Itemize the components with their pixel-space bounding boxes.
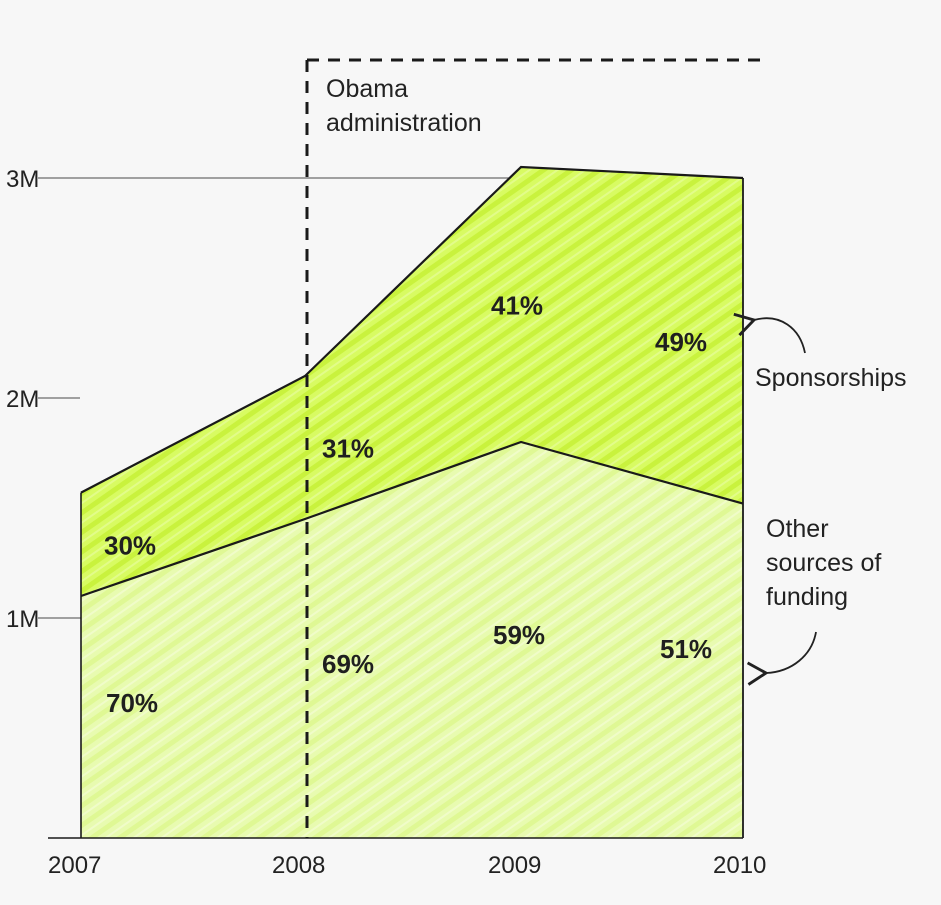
sponsorships-callout: Sponsorships bbox=[733, 312, 906, 392]
x-tick-label: 2010 bbox=[713, 852, 766, 879]
x-axis-labels: 2007 2008 2009 2010 bbox=[48, 852, 766, 879]
other-funding-percent-label: 51% bbox=[660, 634, 712, 664]
sponsorships-percent-label: 49% bbox=[655, 327, 707, 357]
area-sponsorships bbox=[81, 167, 743, 596]
other-funding-arrow bbox=[746, 631, 817, 686]
y-axis-labels: 1M 2M 3M bbox=[6, 166, 39, 633]
area-other-funding bbox=[81, 442, 743, 838]
other-funding-callout: Other sources of funding bbox=[746, 515, 881, 686]
annotation-line-1: Obama bbox=[326, 75, 408, 103]
obama-annotation: Obama administration bbox=[305, 58, 765, 838]
areas bbox=[80, 165, 744, 838]
annotation-line-2: administration bbox=[326, 109, 482, 137]
other-funding-percent-label: 70% bbox=[106, 688, 158, 718]
y-tick-label: 1M bbox=[6, 606, 39, 633]
other-label-line-3: funding bbox=[766, 583, 848, 611]
x-tick-label: 2007 bbox=[48, 852, 101, 879]
sponsorships-arrow bbox=[733, 312, 806, 354]
x-tick-label: 2008 bbox=[272, 852, 325, 879]
line-total bbox=[80, 165, 744, 494]
sponsorships-percent-label: 31% bbox=[322, 434, 374, 464]
other-funding-percent-label: 69% bbox=[322, 649, 374, 679]
percent-labels: 30% 31% 41% 49% 70% 69% 59% 51% bbox=[104, 291, 712, 719]
gridlines bbox=[38, 177, 520, 619]
y-tick-label: 3M bbox=[6, 166, 39, 193]
other-label-line-2: sources of bbox=[766, 549, 881, 577]
sponsorships-percent-label: 30% bbox=[104, 530, 156, 560]
other-funding-percent-label: 59% bbox=[493, 620, 545, 650]
line-other-funding bbox=[80, 440, 744, 598]
y-tick-label: 2M bbox=[6, 386, 39, 413]
sponsorships-percent-label: 41% bbox=[491, 291, 543, 321]
sponsorships-label: Sponsorships bbox=[755, 364, 906, 392]
other-label-line-1: Other bbox=[766, 515, 829, 543]
x-tick-label: 2009 bbox=[488, 852, 541, 879]
